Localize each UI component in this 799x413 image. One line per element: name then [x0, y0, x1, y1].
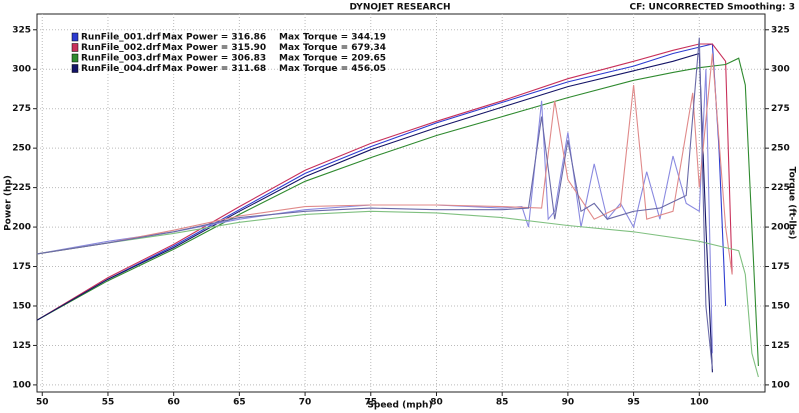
- y2-tick-label: 125: [771, 341, 790, 351]
- y-tick-label: 325: [12, 25, 31, 35]
- y-tick-label: 225: [12, 183, 31, 193]
- chart-subtitle: CF: UNCORRECTED Smoothing: 3: [630, 3, 795, 13]
- legend-swatch: [71, 64, 79, 73]
- legend-swatch: [71, 53, 79, 63]
- y2-tick-label: 225: [771, 183, 790, 193]
- legend-swatch: [71, 32, 79, 42]
- y2-tick-label: 150: [771, 301, 790, 311]
- x-tick-label: 90: [562, 398, 575, 408]
- x-tick-label: 75: [365, 398, 378, 408]
- data-line: [36, 69, 713, 354]
- x-tick-label: 95: [627, 398, 640, 408]
- y-tick-label: 275: [12, 104, 31, 114]
- x-tick-label: 85: [496, 398, 509, 408]
- y2-tick-label: 300: [771, 65, 790, 75]
- y-tick-label: 175: [12, 262, 31, 272]
- x-axis-label: Speed (mph): [367, 401, 432, 411]
- y2-tick-label: 325: [771, 25, 790, 35]
- y-tick-label: 250: [12, 144, 31, 154]
- y-axis-label: Power (hp): [4, 175, 14, 231]
- data-line: [36, 37, 713, 370]
- y-tick-label: 125: [12, 341, 31, 351]
- x-tick-label: 65: [233, 398, 246, 408]
- x-tick-label: 100: [690, 398, 709, 408]
- legend-torque: Max Torque = 456.05: [279, 64, 386, 74]
- x-tick-label: 70: [299, 398, 312, 408]
- legend-torque: Max Torque = 209.65: [279, 54, 386, 64]
- data-line: [36, 43, 733, 321]
- y2-tick-label: 175: [771, 262, 790, 272]
- y2-tick-label: 250: [771, 144, 790, 154]
- y-tick-label: 150: [12, 301, 31, 311]
- legend-power: Max Power = 306.83: [162, 54, 266, 64]
- data-line: [36, 52, 713, 373]
- y2-tick-label: 275: [771, 104, 790, 114]
- y-tick-label: 100: [12, 380, 31, 390]
- plot-frame: [36, 13, 766, 393]
- x-tick-label: 50: [36, 398, 49, 408]
- data-line: [36, 43, 727, 321]
- legend-torque: Max Torque = 344.19: [279, 33, 386, 43]
- data-line: [36, 210, 759, 378]
- legend-power: Max Power = 315.90: [162, 43, 266, 53]
- data-line: [36, 53, 733, 275]
- legend-swatch: [71, 43, 79, 52]
- legend-power: Max Power = 311.68: [162, 64, 266, 74]
- y2-axis-label: Torque (ft-lbs): [787, 167, 797, 240]
- x-tick-label: 80: [430, 398, 443, 408]
- y2-tick-label: 200: [771, 223, 790, 233]
- chart-title: DYNOJET RESEARCH: [349, 3, 450, 13]
- y2-tick-label: 100: [771, 380, 790, 390]
- legend-file: RunFile_004.drf: [81, 64, 161, 74]
- x-tick-label: 55: [102, 398, 115, 408]
- legend-file: RunFile_003.drf: [81, 54, 161, 64]
- legend-torque: Max Torque = 679.34: [279, 43, 386, 53]
- y-tick-label: 200: [12, 223, 31, 233]
- y-tick-label: 300: [12, 65, 31, 75]
- x-tick-label: 60: [167, 398, 180, 408]
- legend-power: Max Power = 316.86: [162, 33, 266, 43]
- legend-file: RunFile_001.drf: [81, 33, 161, 43]
- legend-file: RunFile_002.drf: [81, 43, 161, 53]
